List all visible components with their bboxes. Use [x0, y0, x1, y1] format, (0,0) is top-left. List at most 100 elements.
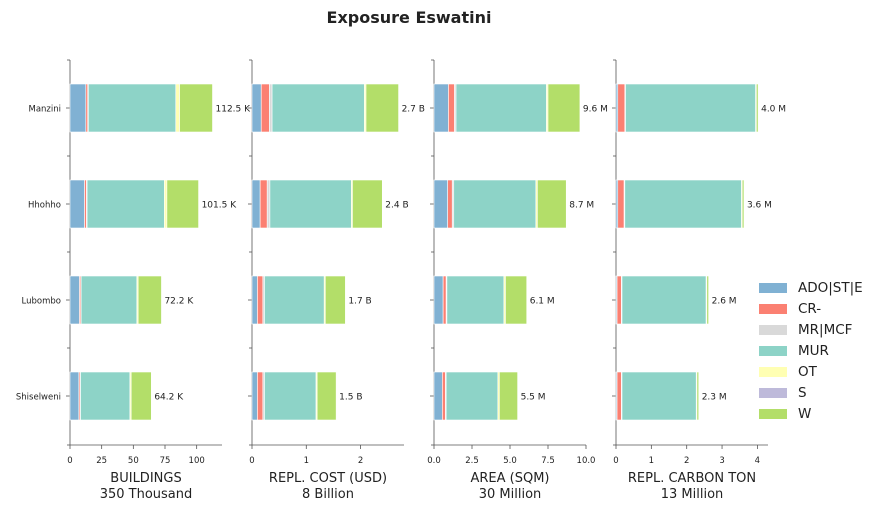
bar-segment — [175, 83, 180, 133]
bar-segment — [69, 275, 80, 325]
bar-segment — [365, 83, 399, 133]
bar-segment — [86, 179, 165, 229]
x-tick-label: 0 — [249, 456, 254, 466]
bar-segment — [537, 179, 567, 229]
bar-total-label: 2.6 M — [712, 297, 737, 307]
bar-total-label: 112.5 K — [216, 105, 252, 115]
bar-total-label: 1.5 B — [339, 393, 362, 403]
legend-label: CR- — [798, 300, 822, 317]
bar-segment — [69, 179, 85, 229]
x-tick-label: 2 — [684, 456, 689, 466]
x-tick-label: 4 — [755, 456, 760, 466]
x-tick-label: 7.5 — [541, 456, 555, 466]
legend-label: MR|MCF — [798, 321, 853, 338]
x-axis-label: AREA (SQM) — [470, 471, 549, 486]
bar-segment — [80, 371, 131, 421]
legend-item: CR- — [759, 298, 863, 319]
bar-segment — [741, 179, 745, 229]
bar-segment — [616, 371, 622, 421]
bar-segment — [706, 275, 709, 325]
x-tick-label: 25 — [96, 456, 107, 466]
bar-segment — [547, 83, 581, 133]
legend-swatch — [759, 345, 787, 356]
category-label: Hhohho — [28, 201, 61, 211]
chart-legend: ADO|ST|E CR- MR|MCF MUR OT S W — [759, 277, 863, 424]
category-label: Lubombo — [22, 297, 61, 307]
bar-segment — [433, 275, 444, 325]
bar-segment — [445, 371, 499, 421]
bar-segment — [269, 83, 273, 133]
x-tick-label: 2.5 — [465, 456, 479, 466]
legend-item: OT — [759, 361, 863, 382]
bar-total-label: 2.7 B — [402, 105, 425, 115]
legend-item: ADO|ST|E — [759, 277, 863, 298]
bar-segment — [448, 83, 455, 133]
bar-segment — [137, 275, 162, 325]
x-tick-label: 3 — [719, 456, 724, 466]
bar-segment — [616, 275, 622, 325]
legend-label: W — [798, 405, 812, 422]
bar-segment — [446, 275, 505, 325]
legend-swatch — [759, 387, 787, 398]
legend-swatch — [759, 366, 787, 377]
x-tick-label: 0 — [67, 456, 72, 466]
legend-item: S — [759, 382, 863, 403]
x-axis-sublabel: 350 Thousand — [100, 487, 193, 502]
bar-total-label: 6.1 M — [530, 297, 555, 307]
legend-item: MR|MCF — [759, 319, 863, 340]
x-tick-label: 10.0 — [577, 456, 596, 466]
bar-segment — [251, 275, 258, 325]
bar-total-label: 9.6 M — [583, 105, 608, 115]
legend-swatch — [759, 282, 787, 293]
bar-segment — [617, 179, 625, 229]
bar-segment — [505, 275, 528, 325]
bar-segment — [269, 179, 352, 229]
bar-segment — [264, 371, 317, 421]
legend-item: W — [759, 403, 863, 424]
x-tick-label: 0.0 — [427, 456, 441, 466]
x-axis-sublabel: 13 Million — [661, 487, 724, 502]
x-axis-label: REPL. CARBON TON — [628, 471, 756, 486]
bar-segment — [453, 179, 537, 229]
bar-segment — [257, 371, 264, 421]
bar-segment — [271, 83, 365, 133]
bar-segment — [756, 83, 759, 133]
bar-segment — [266, 179, 271, 229]
bar-segment — [433, 179, 448, 229]
bar-segment — [251, 371, 258, 421]
x-tick-label: 1 — [304, 456, 309, 466]
bar-segment — [260, 83, 270, 133]
category-label: Shiselweni — [16, 393, 61, 403]
x-axis-sublabel: 30 Million — [479, 487, 542, 502]
bar-segment — [164, 179, 168, 229]
chart-title: Exposure Eswatini — [326, 8, 492, 27]
legend-swatch — [759, 408, 787, 419]
bar-total-label: 3.6 M — [747, 201, 772, 211]
bar-segment — [69, 83, 87, 133]
bar-total-label: 2.4 B — [385, 201, 408, 211]
x-tick-label: 1 — [649, 456, 654, 466]
legend-label: MUR — [798, 342, 829, 359]
bar-segment — [251, 83, 262, 133]
bar-segment — [264, 275, 325, 325]
bar-total-label: 64.2 K — [154, 393, 184, 403]
bar-total-label: 5.5 M — [521, 393, 546, 403]
bar-segment — [80, 275, 138, 325]
x-tick-label: 100 — [189, 456, 205, 466]
bar-segment — [499, 371, 518, 421]
bar-total-label: 1.7 B — [348, 297, 371, 307]
x-tick-label: 50 — [128, 456, 139, 466]
x-tick-label: 5.0 — [503, 456, 517, 466]
bar-segment — [166, 179, 199, 229]
x-axis-label: REPL. COST (USD) — [269, 471, 387, 486]
legend-label: S — [798, 384, 807, 401]
bar-segment — [259, 179, 268, 229]
bar-segment — [316, 371, 337, 421]
bar-segment — [617, 83, 626, 133]
bar-segment — [625, 83, 756, 133]
bar-total-label: 4.0 M — [761, 105, 786, 115]
bar-segment — [433, 83, 449, 133]
bar-total-label: 72.2 K — [164, 297, 194, 307]
bar-total-label: 2.3 M — [702, 393, 727, 403]
